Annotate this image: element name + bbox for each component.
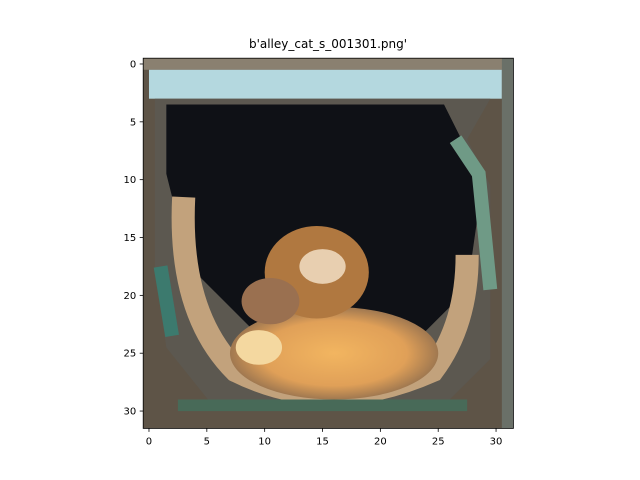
y-tick-label: 0 <box>130 59 136 70</box>
x-tick-label: 25 <box>432 436 445 447</box>
x-tick-label: 30 <box>490 436 503 447</box>
image <box>143 58 514 429</box>
x-tick-label: 0 <box>146 436 152 447</box>
x-tick-label: 10 <box>258 436 271 447</box>
x-tick-label: 15 <box>316 436 329 447</box>
x-tick-label: 20 <box>374 436 387 447</box>
y-tick-label: 30 <box>123 407 136 418</box>
y-tick-label: 5 <box>130 117 136 128</box>
y-tick-label: 20 <box>123 291 136 302</box>
x-tick-label: 5 <box>204 436 210 447</box>
chart-title: b'alley_cat_s_001301.png' <box>249 37 407 51</box>
y-tick-label: 10 <box>123 175 136 186</box>
axes-frame <box>142 57 514 429</box>
y-tick-label: 25 <box>123 349 136 360</box>
y-tick-label: 15 <box>123 233 136 244</box>
